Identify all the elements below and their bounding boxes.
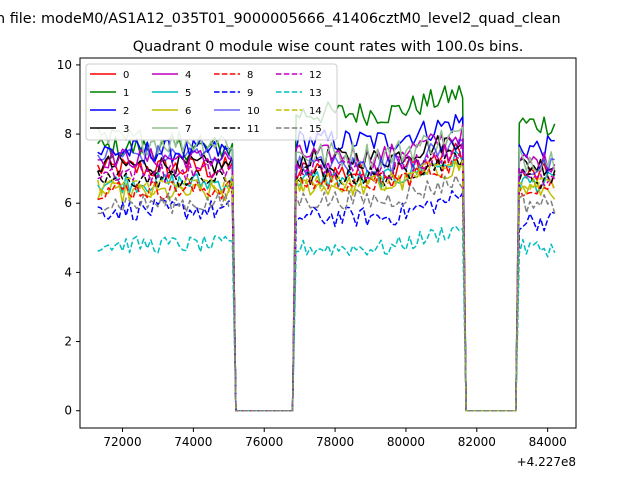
- legend-label-0: 0: [123, 70, 129, 81]
- x-tick-label: 82000: [458, 435, 496, 449]
- x-axis: 72000 74000 76000 78000 80000 82000 84000: [103, 428, 567, 449]
- legend-label-9: 9: [247, 88, 253, 99]
- x-tick-label: 76000: [245, 435, 283, 449]
- legend-label-11: 11: [247, 124, 260, 135]
- x-tick-label: 74000: [174, 435, 212, 449]
- y-axis: 0 2 4 6 8 10: [57, 58, 80, 418]
- legend-label-5: 5: [185, 88, 191, 99]
- x-tick-label: 80000: [387, 435, 425, 449]
- legend-label-15: 15: [309, 124, 322, 135]
- plot-frame: [79, 57, 577, 429]
- x-tick-label: 84000: [529, 435, 567, 449]
- y-tick-label: 4: [64, 265, 72, 279]
- y-tick-label: 2: [64, 335, 72, 349]
- legend-label-2: 2: [123, 106, 129, 117]
- legend-label-3: 3: [123, 124, 129, 135]
- legend-label-4: 4: [185, 70, 191, 81]
- x-tick-label: 72000: [103, 435, 141, 449]
- legend-label-1: 1: [123, 88, 129, 99]
- y-tick-label: 8: [64, 127, 72, 141]
- legend-label-14: 14: [309, 106, 322, 117]
- legend-label-12: 12: [309, 70, 322, 81]
- y-tick-label: 0: [64, 404, 72, 418]
- series-line-13: [97, 225, 556, 412]
- legend-box: [85, 63, 338, 141]
- legend-label-7: 7: [185, 124, 191, 135]
- x-offset-label: +4.227e8: [517, 455, 576, 469]
- y-tick-label: 6: [64, 196, 72, 210]
- y-tick-label: 10: [57, 58, 72, 72]
- x-tick-label: 78000: [316, 435, 354, 449]
- chart-title: Quadrant 0 module wise count rates with …: [133, 39, 524, 55]
- legend-label-8: 8: [247, 70, 253, 81]
- legend-label-6: 6: [185, 106, 191, 117]
- chart-suptitle: n file: modeM0/AS1A12_035T01_9000005666_…: [0, 11, 561, 27]
- legend-label-10: 10: [247, 106, 260, 117]
- series-line-15: [97, 174, 556, 412]
- legend-label-13: 13: [309, 88, 322, 99]
